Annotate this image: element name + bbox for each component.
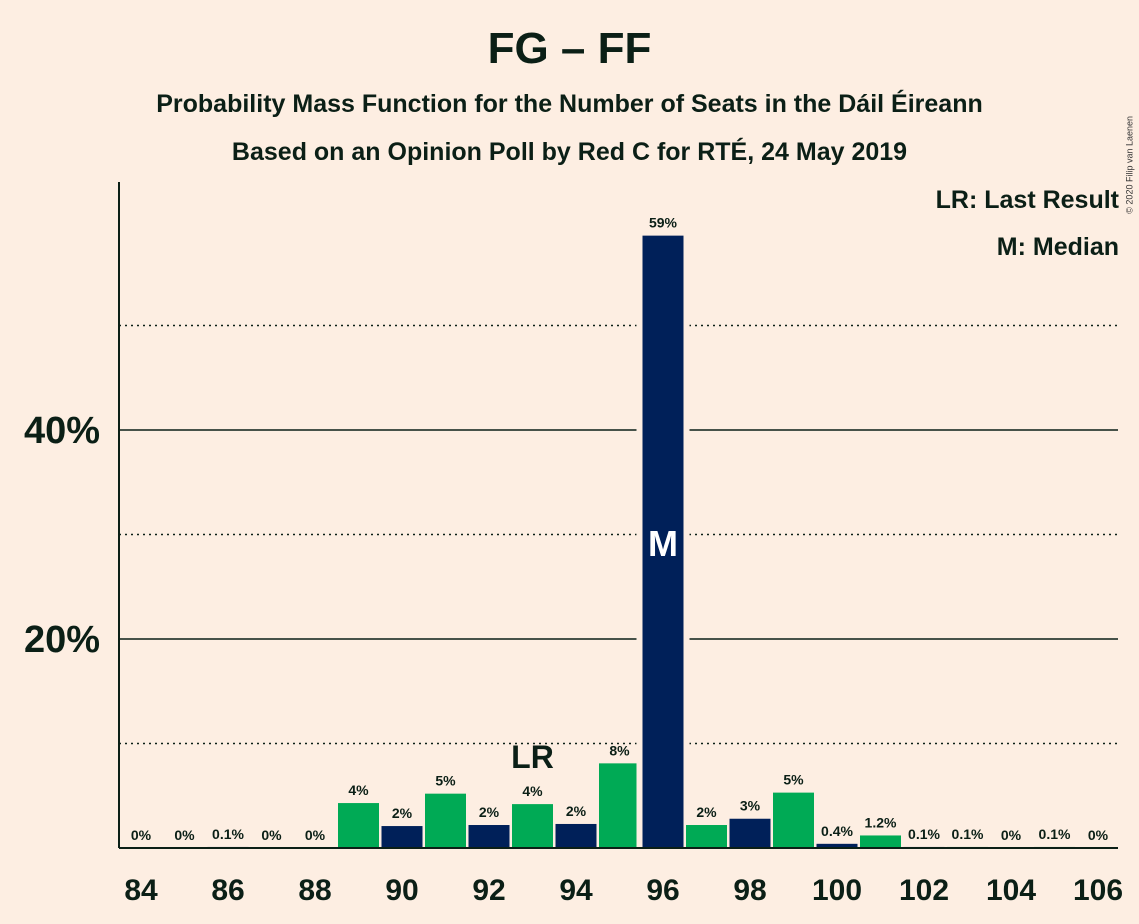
bar-value-label: 2% — [479, 804, 500, 820]
x-tick-label: 92 — [472, 874, 505, 907]
bar-value-label: 59% — [649, 215, 678, 231]
bar — [512, 804, 553, 848]
chart-subtitle-1: Probability Mass Function for the Number… — [156, 90, 983, 118]
bar-value-label: 5% — [435, 773, 456, 789]
bar — [599, 763, 640, 848]
bar-value-label: 0% — [131, 827, 152, 843]
legend-last-result: LR: Last Result — [935, 186, 1119, 214]
y-tick-label: 20% — [24, 619, 100, 661]
bar-value-label: 0.1% — [952, 826, 984, 842]
bar — [381, 826, 423, 848]
bar-value-label: 0% — [174, 827, 195, 843]
bar-value-label: 4% — [348, 782, 369, 798]
bar-value-label: 0.1% — [1039, 826, 1071, 842]
bar-value-label: 0.1% — [212, 826, 244, 842]
bar-value-label: 8% — [609, 742, 630, 758]
bar-value-label: 1.2% — [865, 814, 897, 830]
x-tick-label: 96 — [646, 874, 679, 907]
last-result-marker: LR — [511, 739, 554, 775]
x-tick-label: 84 — [124, 874, 158, 907]
bar-value-label: 2% — [392, 805, 413, 821]
bar — [555, 823, 597, 848]
chart-subtitle-2: Based on an Opinion Poll by Red C for RT… — [231, 138, 908, 166]
median-marker: M — [648, 523, 678, 564]
bar — [686, 825, 727, 848]
bar — [338, 803, 379, 848]
bar-value-label: 0% — [305, 827, 326, 843]
bar-value-label: 3% — [740, 798, 761, 814]
bar-value-label: 5% — [783, 772, 804, 788]
x-tick-label: 98 — [733, 874, 766, 907]
x-tick-label: 90 — [385, 874, 418, 907]
x-tick-label: 100 — [812, 874, 862, 907]
bar-value-label: 4% — [522, 783, 543, 799]
legend-median: M: Median — [996, 233, 1119, 261]
bar — [773, 792, 814, 848]
bar — [468, 825, 510, 848]
bar — [816, 843, 858, 848]
chart-title: FG – FF — [487, 24, 652, 73]
bar — [642, 235, 684, 848]
bar — [729, 818, 771, 848]
x-tick-label: 104 — [986, 874, 1036, 907]
x-tick-label: 94 — [559, 874, 593, 907]
bar — [860, 835, 901, 848]
bar-value-label: 0.1% — [908, 826, 940, 842]
bar-value-label: 2% — [566, 803, 587, 819]
x-tick-label: 102 — [899, 874, 949, 907]
bar-value-label: 0.4% — [821, 823, 853, 839]
x-tick-label: 86 — [211, 874, 244, 907]
bar — [425, 793, 466, 848]
bar-value-label: 0% — [1088, 827, 1109, 843]
bar-value-label: 0% — [261, 827, 282, 843]
bar-value-label: 2% — [696, 804, 717, 820]
x-tick-label: 106 — [1073, 874, 1123, 907]
bar-value-label: 0% — [1001, 827, 1022, 843]
x-tick-label: 88 — [298, 874, 331, 907]
y-tick-label: 40% — [24, 410, 100, 452]
